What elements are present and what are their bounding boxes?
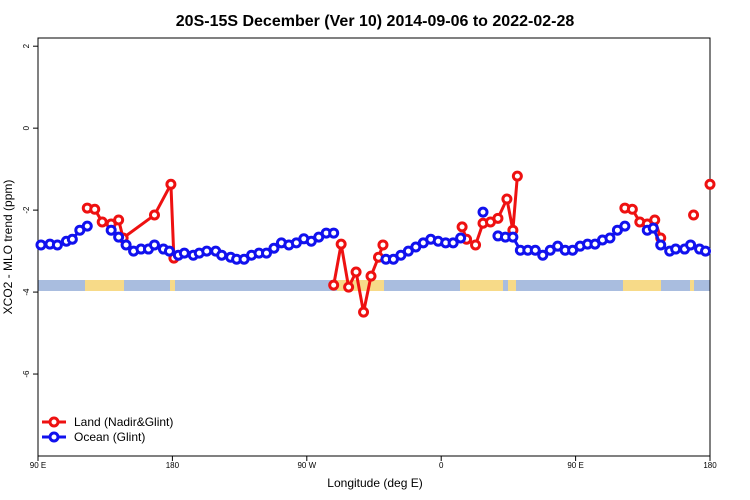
point bbox=[148, 239, 160, 251]
x-tick-label: 0 bbox=[439, 461, 444, 470]
chart-title: 20S-15S December (Ver 10) 2014-09-06 to … bbox=[176, 13, 575, 30]
y-tick-label: -4 bbox=[22, 288, 31, 296]
point bbox=[163, 245, 175, 257]
x-tick-label: 180 bbox=[166, 461, 180, 470]
point bbox=[343, 281, 355, 293]
point bbox=[537, 249, 549, 261]
point bbox=[529, 244, 541, 256]
x-tick-label: 90 E bbox=[30, 461, 46, 470]
legend-label: Land (Nadir&Glint) bbox=[74, 415, 173, 429]
point bbox=[81, 220, 93, 232]
point bbox=[507, 231, 519, 243]
point bbox=[619, 220, 631, 232]
point bbox=[647, 222, 659, 234]
point bbox=[455, 232, 467, 244]
point bbox=[670, 243, 682, 255]
point bbox=[477, 206, 489, 218]
point bbox=[377, 239, 389, 251]
y-tick-label: 2 bbox=[22, 43, 31, 48]
point bbox=[148, 209, 160, 221]
point bbox=[350, 266, 362, 278]
point bbox=[96, 216, 108, 228]
surface-strip bbox=[38, 280, 710, 291]
point bbox=[501, 193, 513, 205]
point bbox=[492, 212, 504, 224]
point bbox=[165, 178, 177, 190]
y-tick-label: -2 bbox=[22, 206, 31, 214]
y-axis-label: XCO2 - MLO trend (ppm) bbox=[1, 180, 15, 315]
x-tick-label: 90 E bbox=[567, 461, 583, 470]
point bbox=[626, 203, 638, 215]
point bbox=[66, 233, 78, 245]
x-tick-label: 90 W bbox=[297, 461, 316, 470]
point bbox=[335, 238, 347, 250]
point bbox=[216, 249, 228, 261]
point bbox=[649, 214, 661, 226]
point bbox=[268, 242, 280, 254]
point bbox=[105, 224, 117, 236]
point bbox=[178, 247, 190, 259]
point bbox=[51, 239, 63, 251]
point bbox=[655, 239, 667, 251]
y-tick-label: -6 bbox=[22, 370, 31, 378]
point bbox=[470, 239, 482, 251]
legend-marker bbox=[48, 431, 60, 443]
point bbox=[704, 178, 716, 190]
point bbox=[456, 221, 468, 233]
x-axis-label: Longitude (deg E) bbox=[327, 476, 422, 490]
legend-label: Ocean (Glint) bbox=[74, 430, 145, 444]
point bbox=[685, 239, 697, 251]
point bbox=[113, 231, 125, 243]
point bbox=[89, 203, 101, 215]
point bbox=[328, 227, 340, 239]
point bbox=[604, 232, 616, 244]
point bbox=[358, 306, 370, 318]
point bbox=[328, 279, 340, 291]
point bbox=[201, 245, 213, 257]
point bbox=[260, 247, 272, 259]
point bbox=[365, 270, 377, 282]
point bbox=[511, 170, 523, 182]
point bbox=[447, 237, 459, 249]
y-tick-label: 0 bbox=[22, 125, 31, 130]
point bbox=[35, 239, 47, 251]
point bbox=[700, 245, 712, 257]
series-line bbox=[87, 176, 710, 312]
point bbox=[120, 239, 132, 251]
legend-marker bbox=[48, 416, 60, 428]
x-tick-label: 180 bbox=[703, 461, 717, 470]
point bbox=[688, 209, 700, 221]
point bbox=[113, 214, 125, 226]
